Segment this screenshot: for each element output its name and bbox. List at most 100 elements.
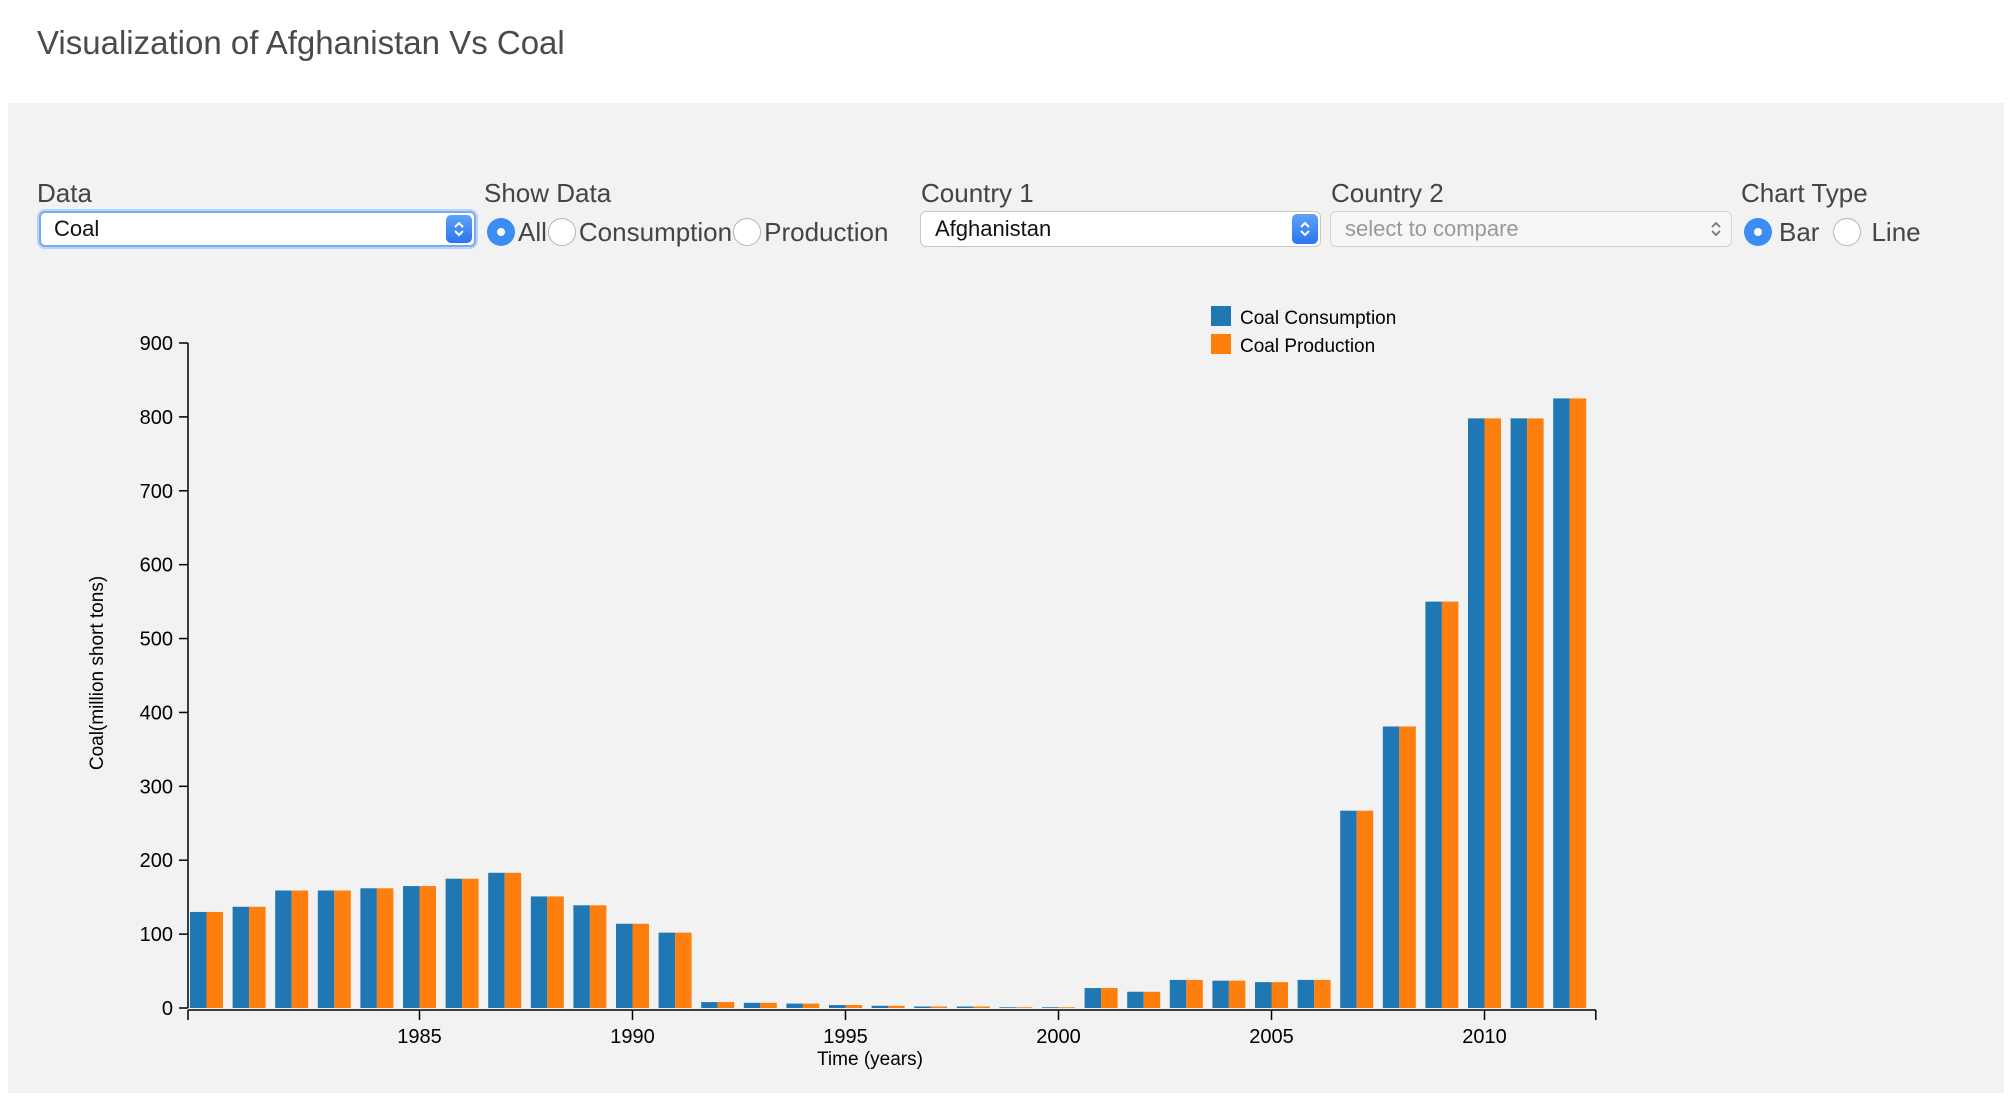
chart-type-line-radio[interactable] (1833, 218, 1862, 246)
bar-consumption (1169, 979, 1187, 1008)
bar-consumption (1340, 810, 1357, 1008)
bar-consumption (829, 1005, 846, 1008)
legend: Coal Consumption Coal Production (1211, 306, 1396, 357)
bar-production (1399, 726, 1416, 1008)
bar-consumption (232, 906, 250, 1008)
bar-consumption (1042, 1007, 1059, 1008)
bar-production (1356, 810, 1374, 1008)
x-tick-label: 1985 (397, 1026, 442, 1048)
y-tick-label: 500 (140, 629, 173, 651)
bar-consumption (573, 905, 590, 1008)
bar-consumption (488, 872, 505, 1008)
bar-production (1143, 991, 1161, 1008)
country2-select[interactable]: select to compare (1330, 211, 1732, 247)
x-axis-label: Time (years) (817, 1049, 923, 1070)
bar-production (462, 878, 479, 1008)
legend-label-consumption: Coal Consumption (1240, 308, 1396, 329)
bar-consumption (914, 1006, 931, 1008)
bar-consumption (956, 1006, 974, 1008)
bar-consumption (1553, 398, 1570, 1009)
bar-production (1101, 988, 1118, 1008)
country1-label: Country 1 (921, 178, 1034, 208)
bar-production (1527, 418, 1544, 1008)
country1-select[interactable]: Afghanistan (920, 211, 1321, 247)
bar-consumption (1297, 979, 1315, 1008)
y-tick-label: 400 (140, 702, 173, 724)
chart-type-bar-label[interactable]: Bar (1779, 216, 1820, 247)
bar-consumption (743, 1002, 761, 1008)
bar-consumption (1255, 982, 1272, 1008)
show-consumption-label[interactable]: Consumption (578, 216, 733, 247)
y-tick-label: 0 (162, 998, 173, 1020)
legend-label-production: Coal Production (1240, 336, 1375, 357)
chart-type-bar-radio[interactable] (1744, 218, 1772, 246)
bar-production (1228, 980, 1246, 1008)
bar-consumption (360, 888, 377, 1008)
country2-select-placeholder: select to compare (1345, 216, 1519, 241)
bar-production (334, 890, 351, 1008)
bar-chart: 0 100 200 300 400 500 600 700 800 900 1985 1990 199… (87, 306, 1597, 1070)
x-axis: 1985 1990 1995 2000 2005 2010 (187, 1009, 1597, 1048)
bar-production (1314, 979, 1331, 1008)
bar-production (1186, 979, 1203, 1008)
show-consumption-radio[interactable] (547, 218, 576, 246)
show-production-radio[interactable] (733, 218, 762, 246)
country2-label: Country 2 (1331, 178, 1444, 208)
bar-production (291, 890, 309, 1008)
bar-production (206, 911, 223, 1008)
bar-production (930, 1006, 948, 1008)
x-tick-label: 1990 (610, 1026, 655, 1048)
show-all-radio[interactable] (487, 218, 515, 246)
show-all-label[interactable]: All (518, 216, 547, 247)
bar-consumption (871, 1005, 889, 1008)
bar-consumption (1382, 726, 1400, 1008)
x-tick-label: 1995 (823, 1026, 868, 1048)
bar-production (802, 1003, 820, 1008)
bar-consumption (1212, 980, 1229, 1008)
chart-type-radio-group: Bar Line (1744, 215, 1922, 249)
chevron-updown-icon (1292, 214, 1318, 244)
bar-production (504, 872, 522, 1008)
bar-production (376, 888, 394, 1008)
bar-production (717, 1002, 735, 1008)
main-panel: Data Coal Show Data All Consumption Prod… (8, 103, 2004, 1093)
legend-swatch-production (1211, 334, 1231, 354)
chart-type-line-label[interactable]: Line (1871, 216, 1921, 247)
bar-production (888, 1005, 905, 1008)
bar-production (1058, 1007, 1075, 1008)
bar-production (973, 1006, 990, 1008)
bar-consumption (1468, 418, 1485, 1008)
bar-consumption (701, 1002, 718, 1008)
bars (190, 398, 1587, 1009)
bar-production (1271, 982, 1288, 1008)
bar-consumption (403, 886, 420, 1008)
bar-production (675, 932, 692, 1008)
country1-select-value: Afghanistan (935, 216, 1052, 241)
chevron-updown-icon (1703, 214, 1729, 244)
bar-production (1441, 601, 1459, 1008)
chart-type-label: Chart Type (1741, 178, 1868, 208)
bar-consumption (190, 911, 207, 1008)
bar-consumption (786, 1003, 803, 1008)
bar-production (249, 906, 266, 1008)
data-label: Data (37, 178, 92, 208)
data-select[interactable]: Coal (39, 211, 476, 247)
x-tick-label: 2010 (1462, 1026, 1507, 1048)
show-data-label: Show Data (484, 178, 612, 208)
bar-consumption (530, 896, 548, 1008)
x-tick-label: 2005 (1249, 1026, 1294, 1048)
y-tick-label: 300 (140, 776, 173, 798)
bar-consumption (999, 1007, 1016, 1008)
show-data-radio-group: All Consumption Production (487, 215, 889, 249)
bar-production (589, 905, 607, 1008)
bar-production (760, 1002, 777, 1008)
bar-production (845, 1005, 862, 1008)
y-axis: 0 100 200 300 400 500 600 700 800 900 (140, 333, 189, 1020)
show-production-label[interactable]: Production (764, 216, 889, 247)
data-select-value: Coal (54, 216, 100, 241)
bar-consumption (1510, 418, 1528, 1008)
bar-consumption (616, 923, 633, 1008)
bar-production (1484, 418, 1501, 1008)
bar-consumption (445, 878, 463, 1008)
bar-production (1569, 398, 1587, 1009)
